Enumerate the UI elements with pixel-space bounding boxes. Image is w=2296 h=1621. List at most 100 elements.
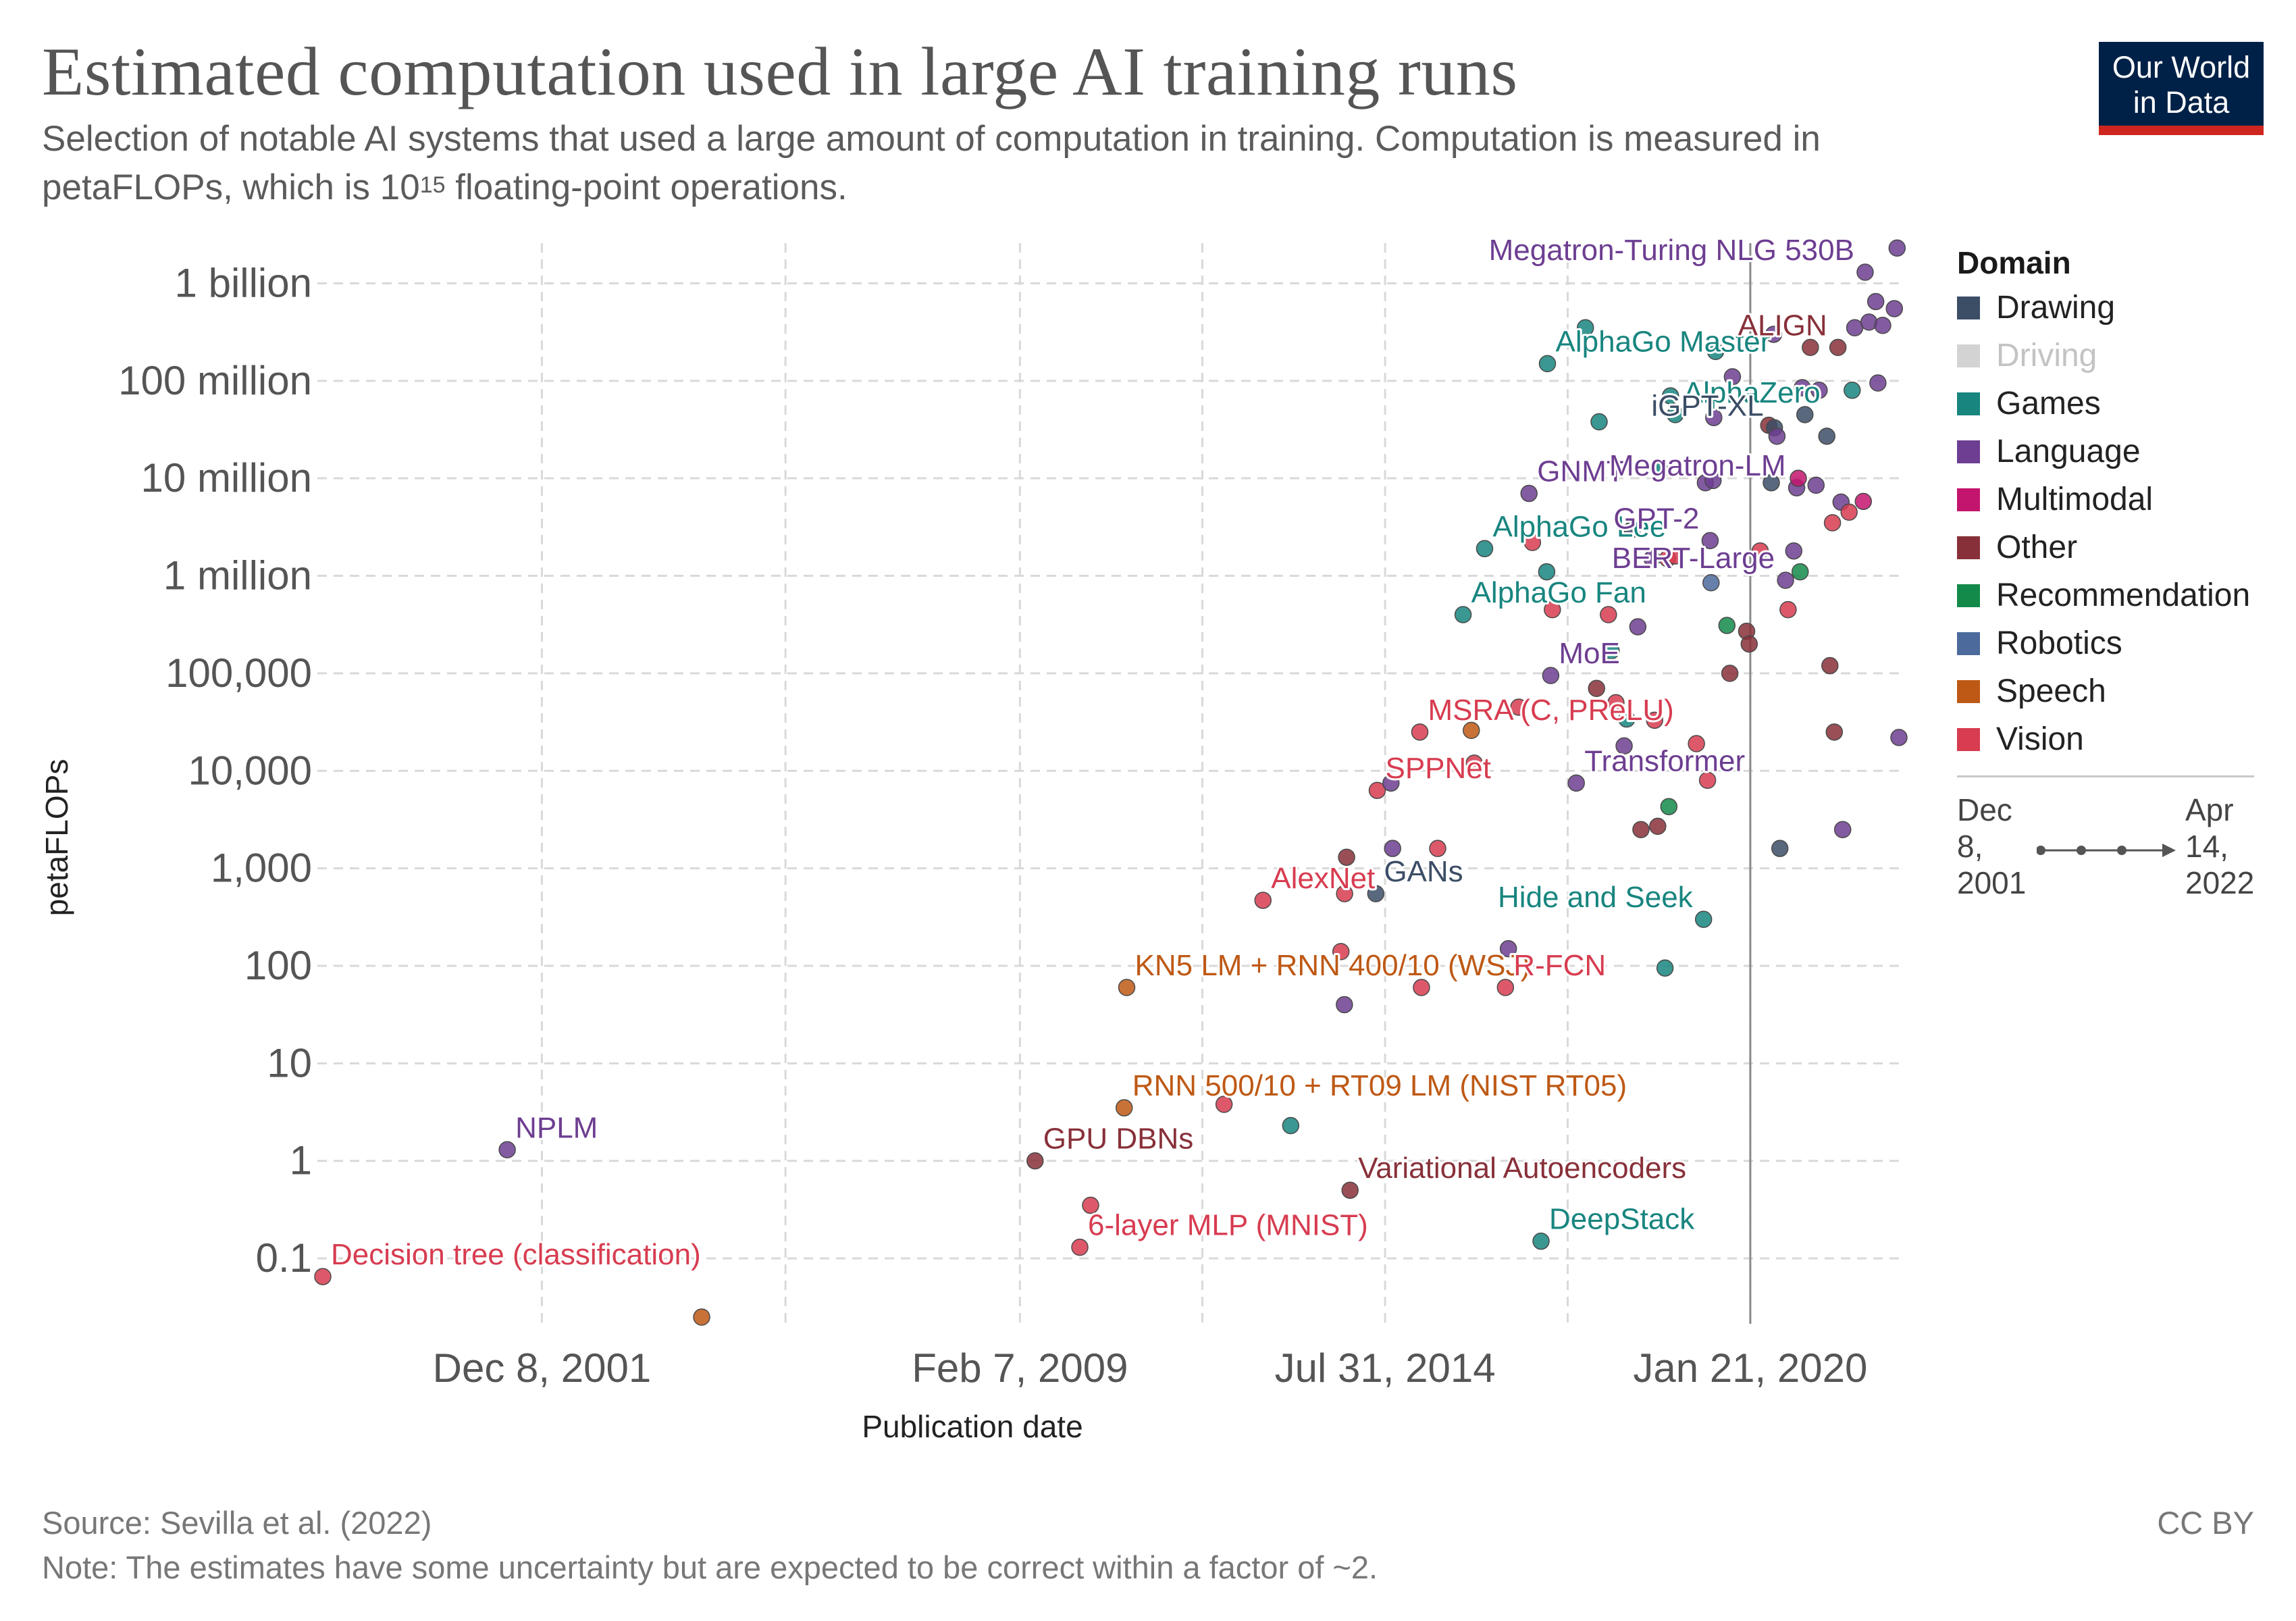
data-point[interactable] (1282, 1116, 1300, 1135)
data-point[interactable] (1618, 710, 1636, 728)
data-point[interactable] (1336, 996, 1353, 1014)
data-point[interactable] (693, 1308, 710, 1326)
data-point[interactable] (1810, 382, 1828, 399)
data-point[interactable] (1765, 326, 1783, 343)
legend-item-recommendation[interactable]: Recommendation (1957, 571, 2254, 619)
data-point[interactable] (1698, 771, 1717, 790)
data-point[interactable] (1821, 657, 1839, 675)
data-point[interactable] (1796, 406, 1814, 423)
legend-item-games[interactable]: Games (1957, 380, 2254, 428)
data-point[interactable] (1768, 428, 1786, 445)
data-point[interactable] (1807, 476, 1825, 494)
data-point[interactable] (1632, 821, 1650, 838)
data-point[interactable] (1411, 723, 1429, 741)
data-point[interactable] (1462, 721, 1480, 740)
data-point[interactable] (1510, 698, 1528, 716)
data-point[interactable] (1818, 428, 1835, 445)
data-point[interactable] (1368, 781, 1386, 799)
data-point[interactable] (1590, 413, 1608, 431)
data-point[interactable] (498, 1141, 516, 1159)
data-point[interactable] (1499, 940, 1517, 958)
data-point[interactable] (1382, 774, 1400, 792)
data-point[interactable] (1341, 1181, 1359, 1199)
data-point[interactable] (1829, 338, 1847, 357)
license-link[interactable]: CC BY (2157, 1505, 2254, 1541)
data-point[interactable] (1844, 382, 1861, 399)
data-point[interactable] (1332, 943, 1350, 960)
timeline-end-date[interactable]: Apr 14, 2022 (2185, 792, 2254, 901)
data-point[interactable] (1538, 355, 1557, 373)
data-point[interactable] (1779, 600, 1797, 619)
data-point[interactable] (1661, 387, 1679, 405)
data-point[interactable] (1791, 563, 1809, 581)
data-point[interactable] (1888, 239, 1906, 257)
data-point[interactable] (1777, 571, 1794, 589)
data-point[interactable] (1602, 642, 1620, 660)
data-point[interactable] (1118, 979, 1136, 996)
legend-item-vision[interactable]: Vision (1957, 715, 2254, 763)
data-point[interactable] (1890, 729, 1908, 746)
data-point[interactable] (1542, 667, 1560, 684)
data-point[interactable] (1688, 735, 1705, 752)
data-point[interactable] (1771, 840, 1789, 857)
legend-item-drawing[interactable]: Drawing (1957, 284, 2254, 332)
data-point[interactable] (1802, 338, 1819, 357)
data-point[interactable] (1751, 542, 1769, 560)
data-point[interactable] (1413, 979, 1430, 996)
data-point[interactable] (1538, 563, 1556, 581)
data-point[interactable] (1656, 959, 1674, 977)
data-point[interactable] (1885, 300, 1903, 317)
data-point[interactable] (1026, 1152, 1044, 1170)
data-point[interactable] (1520, 484, 1538, 503)
data-point[interactable] (1702, 573, 1720, 592)
data-point[interactable] (1646, 711, 1663, 729)
data-point[interactable] (1629, 618, 1647, 636)
data-point[interactable] (1790, 469, 1807, 487)
data-point[interactable] (1367, 885, 1385, 902)
data-point[interactable] (1607, 694, 1625, 712)
data-point[interactable] (314, 1268, 332, 1285)
data-point[interactable] (1856, 263, 1874, 281)
data-point[interactable] (1660, 798, 1678, 815)
data-point[interactable] (1869, 374, 1887, 392)
data-point[interactable] (1588, 679, 1605, 698)
data-point[interactable] (1723, 368, 1742, 386)
data-point[interactable] (1454, 606, 1472, 623)
data-point[interactable] (1082, 1196, 1099, 1214)
data-point[interactable] (1336, 885, 1353, 902)
data-point[interactable] (1649, 817, 1667, 835)
data-point[interactable] (1651, 462, 1669, 480)
data-point[interactable] (1718, 617, 1736, 634)
legend-item-robotics[interactable]: Robotics (1957, 619, 2254, 667)
data-point[interactable] (1825, 723, 1844, 741)
data-point[interactable] (1704, 471, 1722, 490)
data-point[interactable] (1705, 409, 1723, 426)
data-point[interactable] (1071, 1238, 1089, 1256)
our-world-in-data-logo[interactable]: Our World in Data (2099, 42, 2264, 135)
data-point[interactable] (1523, 534, 1542, 551)
data-point[interactable] (1600, 606, 1617, 623)
data-point[interactable] (1532, 1232, 1550, 1250)
data-point[interactable] (1701, 532, 1719, 550)
data-point[interactable] (1874, 317, 1891, 334)
data-point[interactable] (1721, 665, 1739, 682)
legend-item-driving[interactable]: Driving (1957, 332, 2254, 380)
data-point[interactable] (1429, 840, 1446, 857)
data-point[interactable] (1667, 406, 1684, 423)
data-point[interactable] (1115, 1099, 1133, 1116)
data-point[interactable] (1785, 542, 1803, 560)
data-point[interactable] (1567, 774, 1585, 792)
timeline-start-date[interactable]: Dec 8, 2001 (1957, 792, 2026, 901)
data-point[interactable] (1740, 635, 1758, 653)
legend-item-multimodal[interactable]: Multimodal (1957, 475, 2254, 523)
data-point[interactable] (1833, 821, 1852, 838)
data-point[interactable] (1763, 474, 1780, 492)
data-point[interactable] (1338, 848, 1355, 866)
timeline-slider[interactable] (2037, 840, 2178, 860)
data-point[interactable] (1465, 754, 1483, 772)
data-point[interactable] (1576, 319, 1594, 337)
data-point[interactable] (1840, 503, 1858, 521)
data-point[interactable] (1794, 379, 1811, 396)
data-point[interactable] (1544, 600, 1561, 619)
data-point[interactable] (1254, 892, 1272, 909)
